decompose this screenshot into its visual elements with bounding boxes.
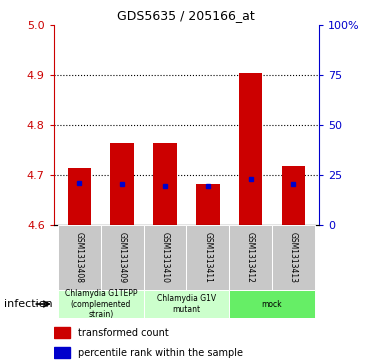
Bar xyxy=(58,290,144,318)
Bar xyxy=(239,73,262,225)
Bar xyxy=(229,225,272,290)
Bar xyxy=(187,225,229,290)
Text: GSM1313412: GSM1313412 xyxy=(246,232,255,283)
Text: GSM1313408: GSM1313408 xyxy=(75,232,84,283)
Text: GSM1313411: GSM1313411 xyxy=(203,232,212,283)
Text: transformed count: transformed count xyxy=(78,327,168,338)
Text: percentile rank within the sample: percentile rank within the sample xyxy=(78,347,243,358)
Bar xyxy=(144,225,187,290)
Bar xyxy=(229,290,315,318)
Bar xyxy=(58,225,101,290)
Bar xyxy=(272,225,315,290)
Text: mock: mock xyxy=(262,299,282,309)
Text: GSM1313409: GSM1313409 xyxy=(118,232,127,283)
Bar xyxy=(54,347,70,358)
Bar xyxy=(282,166,305,225)
Text: Chlamydia G1V
mutant: Chlamydia G1V mutant xyxy=(157,294,216,314)
Bar xyxy=(153,143,177,225)
Text: GSM1313413: GSM1313413 xyxy=(289,232,298,283)
Text: Chlamydia G1TEPP
(complemented
strain): Chlamydia G1TEPP (complemented strain) xyxy=(65,289,137,319)
Bar xyxy=(68,168,91,225)
Text: infection: infection xyxy=(4,299,52,309)
Text: GSM1313410: GSM1313410 xyxy=(161,232,170,283)
Bar xyxy=(101,225,144,290)
Bar xyxy=(196,184,220,225)
Bar xyxy=(111,143,134,225)
Bar xyxy=(54,327,70,338)
Bar xyxy=(144,290,229,318)
Text: GDS5635 / 205166_at: GDS5635 / 205166_at xyxy=(116,9,255,22)
